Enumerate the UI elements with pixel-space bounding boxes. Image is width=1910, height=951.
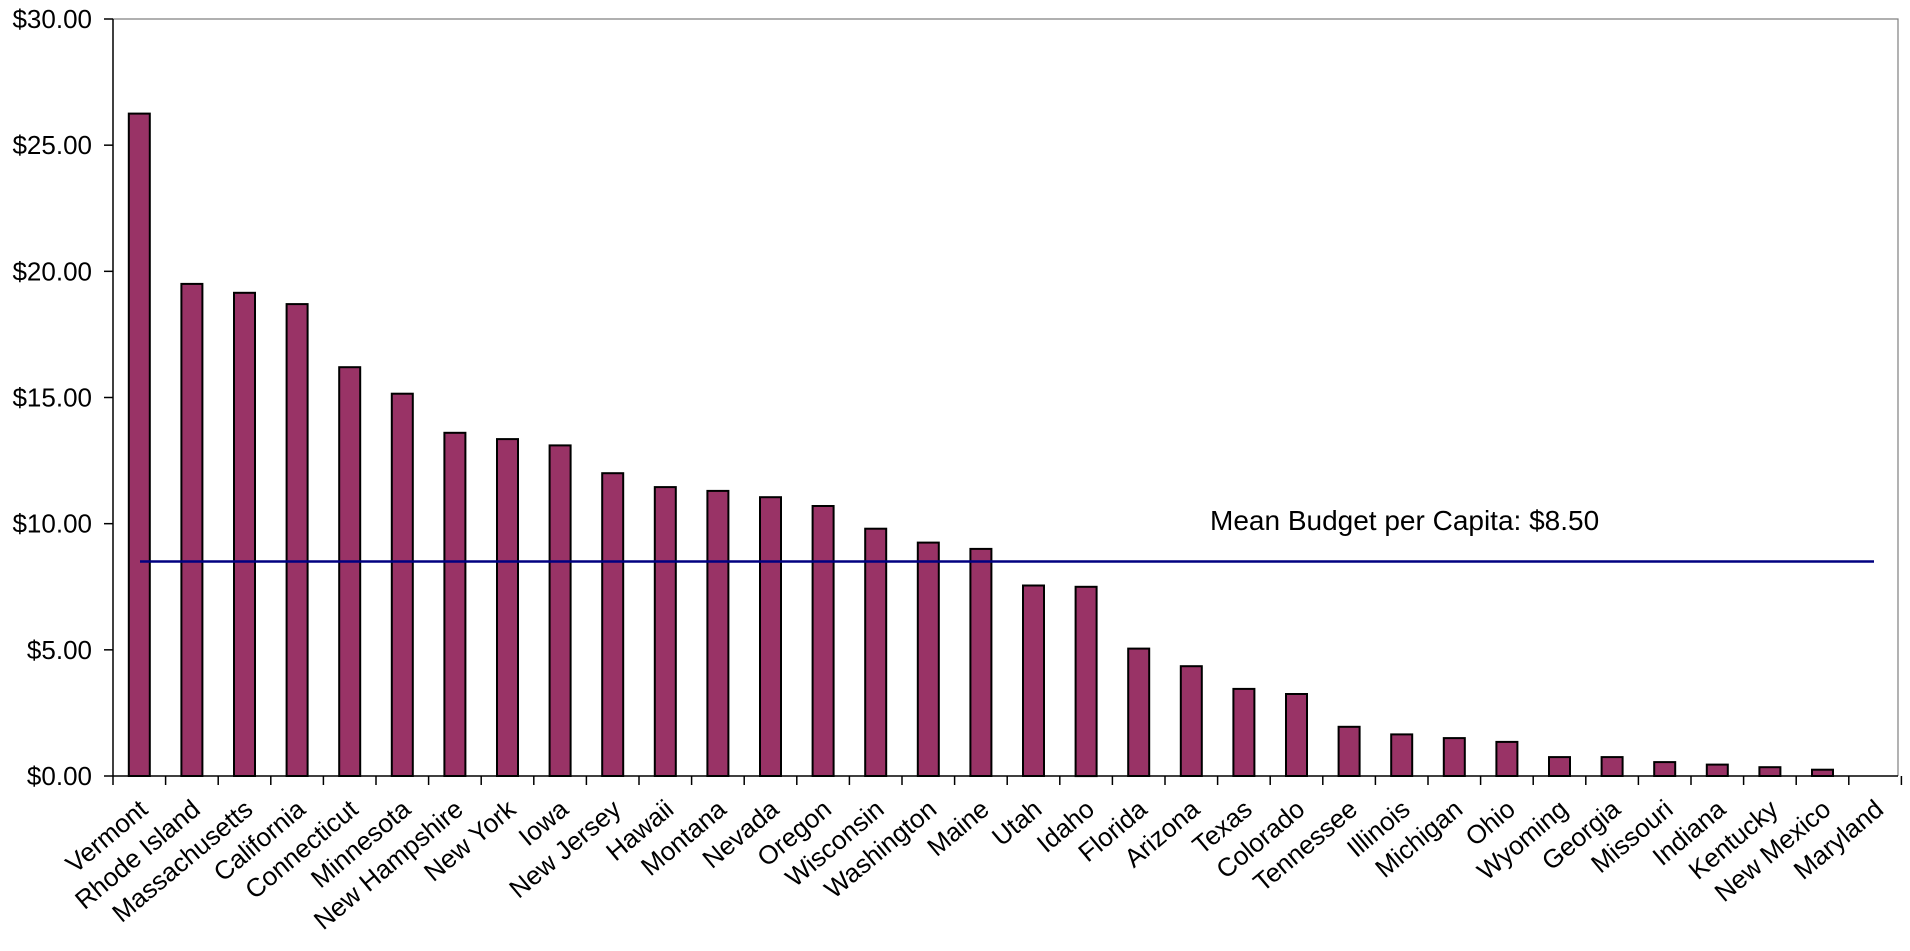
bar-texas [1232, 687, 1256, 778]
bar-georgia [1600, 756, 1624, 777]
y-tick-label: $0.00 [27, 761, 92, 791]
bar-illinois [1390, 733, 1414, 778]
bar-utah [1022, 584, 1045, 777]
bar-oregon [811, 505, 835, 777]
bar-wisconsin [864, 527, 888, 778]
bar-vermont [127, 112, 151, 778]
y-tick-label: $5.00 [27, 635, 92, 665]
bar-michigan [1442, 737, 1466, 777]
bar-washington [916, 541, 940, 777]
bar-colorado [1285, 693, 1308, 777]
y-tick-label: $25.00 [12, 130, 92, 160]
bar-tennessee [1337, 725, 1361, 777]
bar-iowa [548, 444, 572, 777]
bar-maine [969, 547, 993, 778]
bar-new-mexico [1811, 768, 1834, 778]
bars-group [127, 112, 1834, 778]
y-tick-label: $15.00 [12, 383, 92, 413]
bar-kentucky [1758, 766, 1782, 778]
bar-idaho [1074, 585, 1098, 778]
bar-massachusetts [233, 291, 256, 777]
bar-new-jersey [601, 472, 625, 777]
bar-florida [1127, 647, 1151, 777]
bar-arizona [1179, 665, 1203, 778]
bar-montana [706, 489, 730, 777]
x-tick-label: Maine [921, 794, 995, 863]
axes-group [104, 18, 1903, 785]
bar-wyoming [1548, 756, 1571, 777]
bar-ohio [1495, 740, 1519, 778]
bar-minnesota [390, 392, 414, 777]
y-tick-label: $20.00 [12, 256, 92, 286]
plot-frame [113, 18, 1899, 776]
bar-california [285, 303, 309, 777]
y-tick-label: $30.00 [12, 4, 92, 34]
mean-annotation-label: Mean Budget per Capita: $8.50 [1210, 505, 1599, 536]
bar-new-hampshire [443, 431, 467, 777]
bar-nevada [759, 496, 782, 777]
bar-hawaii [653, 486, 677, 777]
bar-indiana [1705, 763, 1729, 777]
bar-rhode-island [180, 282, 204, 777]
bar-connecticut [338, 366, 362, 777]
bar-new-york [496, 438, 519, 777]
y-tick-label: $10.00 [12, 509, 92, 539]
bar-missouri [1653, 761, 1677, 777]
plot-frame-border [113, 18, 1899, 776]
